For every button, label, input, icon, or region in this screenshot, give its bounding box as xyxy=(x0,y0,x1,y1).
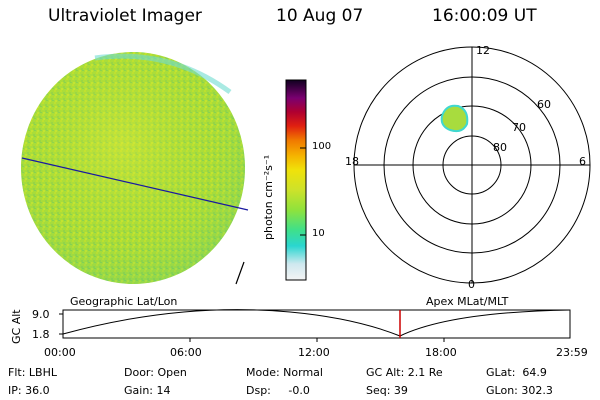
colorbar xyxy=(286,80,306,280)
glon-status: GLon: 302.3 xyxy=(486,384,553,397)
filter-status: Flt: LBHL xyxy=(8,366,57,379)
altitude-plot xyxy=(59,310,570,342)
mlt-label-6: 6 xyxy=(579,155,586,168)
orientation-tick xyxy=(236,262,244,284)
mlt-label-18: 18 xyxy=(345,155,359,168)
lat-label-80: 80 xyxy=(493,141,507,154)
auroral-blob xyxy=(442,106,468,131)
dsp-status: Dsp: -0.0 xyxy=(246,384,310,397)
mlt-label-12: 12 xyxy=(476,44,490,57)
uv-image-panel xyxy=(21,52,248,284)
left-panel-label: Geographic Lat/Lon xyxy=(70,295,177,308)
seq-status: Seq: 39 xyxy=(366,384,408,397)
polar-plot xyxy=(354,47,590,283)
colorbar-scale xyxy=(286,80,306,280)
lat-label-60: 60 xyxy=(537,98,551,111)
altitude-axis-label: GC Alt xyxy=(10,309,23,344)
colorbar-tick-100: 100 xyxy=(312,141,331,152)
gc-alt-status: GC Alt: 2.1 Re xyxy=(366,366,443,379)
colorbar-tick-10: 10 xyxy=(312,228,325,239)
time-tick: 12:00 xyxy=(298,346,330,359)
right-panel-label: Apex MLat/MLT xyxy=(426,295,508,308)
glat-status: GLat: 64.9 xyxy=(486,366,547,379)
altitude-tick-bottom: 1.8 xyxy=(32,328,50,341)
mode-status: Mode: Normal xyxy=(246,366,323,379)
time-tick: 06:00 xyxy=(170,346,202,359)
door-status: Door: Open xyxy=(124,366,187,379)
lat-label-70: 70 xyxy=(512,121,526,134)
gain-status: Gain: 14 xyxy=(124,384,171,397)
altitude-tick-top: 9.0 xyxy=(32,308,50,321)
time-tick: 23:59 xyxy=(556,346,588,359)
time-tick: 18:00 xyxy=(425,346,457,359)
time-tick: 00:00 xyxy=(44,346,76,359)
mlt-label-0: 0 xyxy=(468,278,475,291)
colorbar-unit-label: photon cm⁻²s⁻¹ xyxy=(262,155,275,240)
ip-status: IP: 36.0 xyxy=(8,384,50,397)
